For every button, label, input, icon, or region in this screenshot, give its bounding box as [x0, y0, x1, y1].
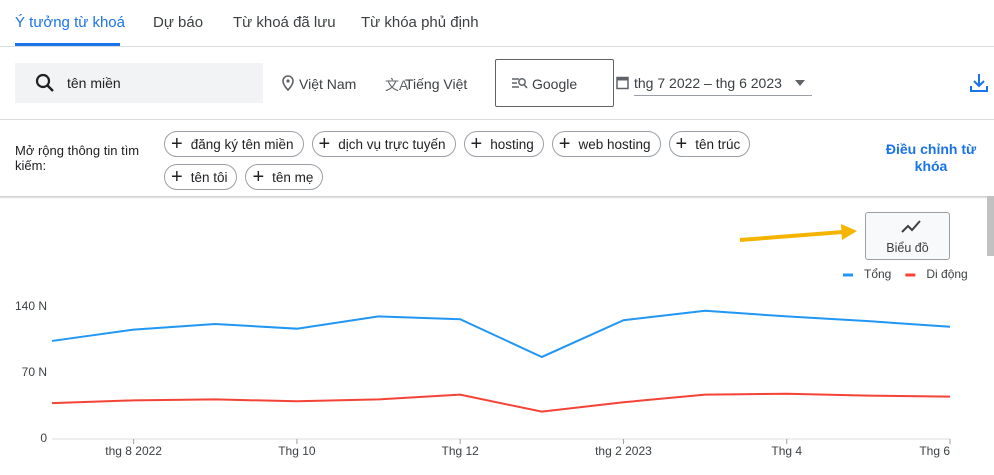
chip[interactable]: đăng ký tên miền — [164, 131, 304, 157]
x-tick-label: Thg 10 — [278, 444, 316, 458]
chip[interactable]: web hosting — [551, 131, 661, 157]
chart-button[interactable]: Biểu đồ — [865, 212, 950, 260]
scrollbar — [987, 196, 994, 256]
chart: 0 70 N 140 N thg 8 2022 Thg 10 Thg 12 thg 2 20… — [15, 224, 968, 458]
chart-button-label: Biểu đồ — [886, 241, 929, 255]
series-line — [51, 309, 951, 359]
y-tick-label: 0 — [40, 431, 47, 445]
tab[interactable]: Dự báo — [153, 14, 204, 31]
chip[interactable]: hosting — [463, 131, 544, 157]
language-icon: 文A — [385, 77, 409, 93]
divider — [0, 46, 994, 47]
chip[interactable]: tên tôi — [164, 164, 238, 190]
network: Google — [532, 76, 578, 92]
x-tick-label: Thg 6 — [919, 444, 950, 458]
location-icon — [282, 75, 294, 91]
refine-action[interactable]: Điều chỉnh từ khóa — [885, 141, 977, 174]
legend-label: Tổng — [864, 267, 891, 281]
legend-label: Di động — [926, 267, 967, 281]
dropdown-arrow — [795, 80, 805, 86]
x-tick-label: Thg 4 — [771, 444, 802, 458]
tab[interactable]: Từ khoá đã lưu — [233, 14, 336, 31]
refine-label: Mở rộng thông tin tìm kiếm: — [15, 143, 140, 173]
tab[interactable]: Ý tưởng từ khoá — [15, 14, 125, 31]
chart-icon — [901, 220, 921, 233]
annotation-arrow — [739, 230, 844, 242]
x-tick-label: Thg 12 — [442, 444, 480, 458]
chip[interactable]: tên mẹ — [245, 164, 324, 190]
search-query: tên miền — [67, 75, 121, 91]
y-tick-label: 70 N — [22, 365, 47, 379]
chip[interactable]: dịch vụ trực tuyến — [311, 131, 456, 157]
y-tick-label: 140 N — [15, 299, 47, 313]
download-icon[interactable] — [970, 73, 988, 93]
network-button[interactable]: Google — [495, 59, 614, 107]
chip[interactable]: tên trúc — [668, 131, 751, 157]
shadow — [0, 196, 994, 199]
tab[interactable]: Từ khóa phủ định — [361, 14, 479, 31]
tab-indicator — [15, 43, 120, 46]
divider — [0, 119, 994, 120]
calendar-icon — [616, 76, 629, 90]
annotation-arrowhead — [841, 224, 857, 240]
language[interactable]: Tiếng Việt — [405, 76, 468, 92]
date-range[interactable]: thg 7 2022 – thg 6 2023 — [634, 75, 782, 91]
x-tick-label: thg 8 2022 — [105, 444, 162, 458]
x-tick-label: thg 2 2023 — [595, 444, 652, 458]
search-box[interactable]: tên miền — [15, 63, 263, 103]
series-line — [51, 392, 951, 413]
underline — [634, 95, 812, 96]
search-icon — [35, 73, 54, 92]
network-icon — [512, 78, 528, 89]
chip-list: đăng ký tên miền dịch vụ trực tuyến hostin… — [164, 131, 779, 197]
location[interactable]: Việt Nam — [299, 76, 357, 92]
